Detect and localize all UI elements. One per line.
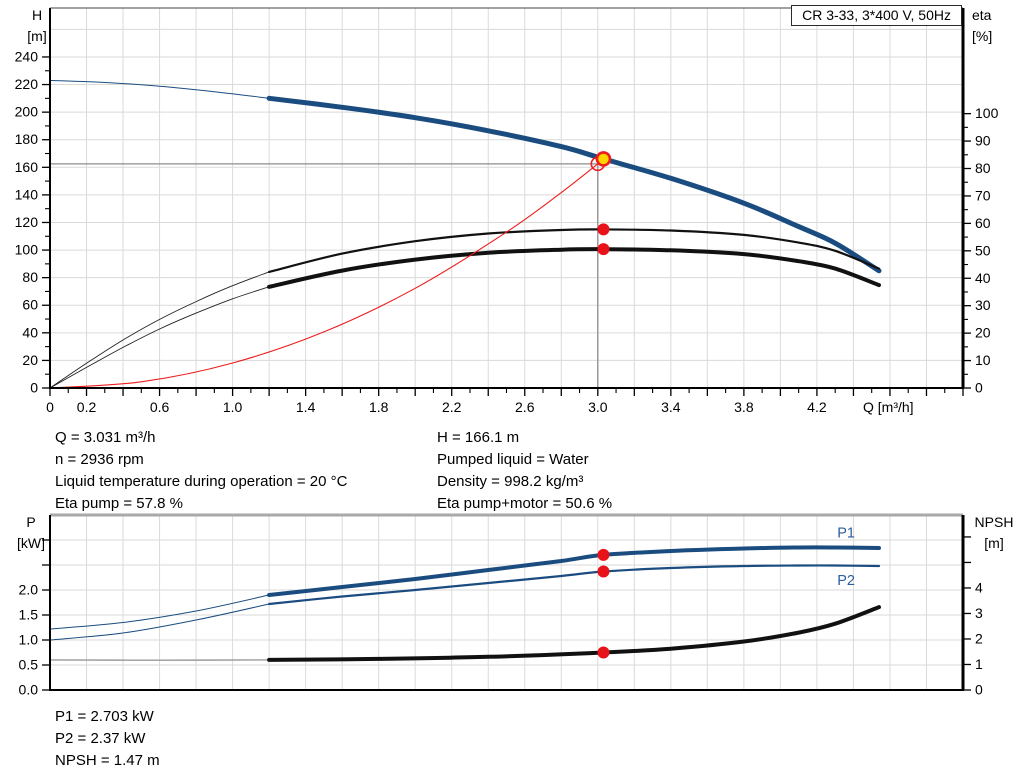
y_right-tick-label: 0	[975, 380, 983, 396]
y_left-tick-label: 60	[22, 297, 38, 313]
info-p2: P2 = 2.37 kW	[55, 730, 146, 747]
curve-label-p2: P2	[837, 573, 855, 589]
info-eta-pump: Eta pump = 57.8 %	[55, 495, 183, 512]
y_right-tick-label: 60	[975, 215, 991, 231]
eta-axis-unit: [%]	[972, 28, 993, 44]
p-axis-title: P [kW]	[7, 512, 55, 554]
duty-info-left: Q = 3.031 m³/h n = 2936 rpm Liquid tempe…	[55, 427, 347, 515]
y_right-tick-label: 10	[975, 352, 991, 368]
info-h: H = 166.1 m	[437, 429, 520, 446]
h-axis-unit: [m]	[27, 28, 47, 44]
npsh-axis-unit: [m]	[984, 535, 1004, 551]
y_right-tick-label: 3	[975, 605, 983, 621]
y_left-tick-label: 20	[22, 352, 38, 368]
npsh-axis-title: NPSH [m]	[966, 512, 1022, 554]
x-axis-unit-label: Q [m³/h]	[863, 399, 914, 415]
y_left-tick-label: 1.5	[19, 607, 39, 623]
info-q: Q = 3.031 m³/h	[55, 429, 156, 446]
curve-label-p1: P1	[837, 526, 855, 542]
p1-ext	[49, 594, 270, 630]
eta-pump-ext	[49, 271, 270, 389]
info-density: Density = 998.2 kg/m³	[437, 473, 584, 490]
y_left-tick-label: 1.0	[19, 632, 39, 648]
y_right-tick-label: 70	[975, 187, 991, 203]
eta-pump-motor	[267, 247, 881, 289]
p2-point	[597, 565, 610, 578]
system-curve	[49, 163, 599, 389]
x-tick-label: 1.8	[369, 399, 389, 415]
y_right-tick-label: 1	[975, 656, 983, 672]
y_left-tick-label: 100	[15, 242, 39, 258]
eta-axis-symbol: eta	[972, 7, 992, 23]
x-tick-label: 1.4	[296, 399, 316, 415]
x-tick-label: 2.2	[442, 399, 462, 415]
power-info: P1 = 2.703 kW P2 = 2.37 kW NPSH = 1.47 m	[55, 706, 160, 772]
x-tick-label: 0.2	[77, 399, 97, 415]
y_right-tick-label: 40	[975, 270, 991, 286]
p-axis-symbol: P	[26, 514, 36, 530]
x-tick-label: 1.0	[223, 399, 243, 415]
y_left-tick-label: 0.5	[19, 657, 39, 673]
x-tick-label: 3.0	[588, 399, 608, 415]
y_right-tick-label: 2	[975, 630, 983, 646]
y_right-tick-label: 80	[975, 160, 991, 176]
info-npsh: NPSH = 1.47 m	[55, 752, 160, 769]
npsh-point	[597, 646, 610, 659]
y_left-tick-label: 140	[15, 186, 39, 202]
x-tick-label: 0.6	[150, 399, 170, 415]
h-axis-title: H [m]	[13, 5, 61, 47]
y_left-tick-label: 2.0	[19, 582, 39, 598]
y_left-tick-label: 40	[22, 324, 38, 340]
info-pumped-liquid: Pumped liquid = Water	[437, 451, 589, 468]
y_right-tick-label: 30	[975, 297, 991, 313]
eta-pump-point	[597, 223, 610, 236]
y_left-tick-label: 0	[30, 380, 38, 396]
x-tick-label: 4.2	[807, 399, 827, 415]
y_left-tick-label: 80	[22, 269, 38, 285]
info-speed: n = 2936 rpm	[55, 451, 144, 468]
pump-title: CR 3-33, 3*400 V, 50Hz	[802, 7, 951, 23]
y_left-tick-label: 200	[15, 104, 39, 120]
p1-point	[597, 548, 610, 561]
y_right-tick-label: 90	[975, 133, 991, 149]
y_right-tick-label: 100	[975, 105, 999, 121]
y_left-tick-label: 220	[15, 76, 39, 92]
y_left-tick-label: 160	[15, 159, 39, 175]
x-tick-label: 3.4	[661, 399, 681, 415]
h-axis-symbol: H	[31, 7, 43, 23]
duty-info-right: H = 166.1 m Pumped liquid = Water Densit…	[437, 427, 612, 515]
x-tick-label: 0	[46, 399, 54, 415]
duty-point	[595, 151, 612, 167]
npsh-curve	[267, 605, 881, 662]
y_right-tick-label: 20	[975, 325, 991, 341]
y_left-tick-label: 120	[15, 214, 39, 230]
y_right-tick-label: 0	[975, 682, 983, 698]
qh-eta-chart: 0 0.2 0.6 1.0 1.4 1.8 2.2 2.6 3.0 3.4 3.8 4.2 Q [m³/…	[15, 7, 999, 415]
y_right-tick-label: 4	[975, 579, 983, 595]
h-curve	[266, 95, 882, 274]
y_left-tick-label: 0.0	[19, 682, 39, 698]
eta-axis-title: eta [%]	[972, 5, 992, 47]
h-curve-thin	[49, 79, 270, 99]
info-eta-pump-motor: Eta pump+motor = 50.6 %	[437, 495, 613, 512]
p-axis-unit: [kW]	[17, 535, 45, 551]
pump-title-box: CR 3-33, 3*400 V, 50Hz	[791, 5, 962, 26]
x-tick-label: 3.8	[734, 399, 754, 415]
y_left-tick-label: 180	[15, 131, 39, 147]
info-p1: P1 = 2.703 kW	[55, 708, 154, 725]
x-tick-label: 2.6	[515, 399, 535, 415]
eta-pump-motor-point	[597, 243, 610, 256]
power-npsh-chart: P1 P2 0.0 0.5 1.0 1.5 2.0 0 1 2 3 4	[19, 513, 983, 698]
y_left-tick-label: 240	[15, 48, 39, 64]
p1-curve	[267, 545, 881, 597]
info-liquid-temp: Liquid temperature during operation = 20…	[55, 473, 348, 490]
npsh-axis-symbol: NPSH	[974, 514, 1014, 530]
eta-pump-motor-ext	[49, 286, 270, 389]
y_right-tick-label: 50	[975, 242, 991, 258]
p2-ext	[49, 603, 270, 641]
